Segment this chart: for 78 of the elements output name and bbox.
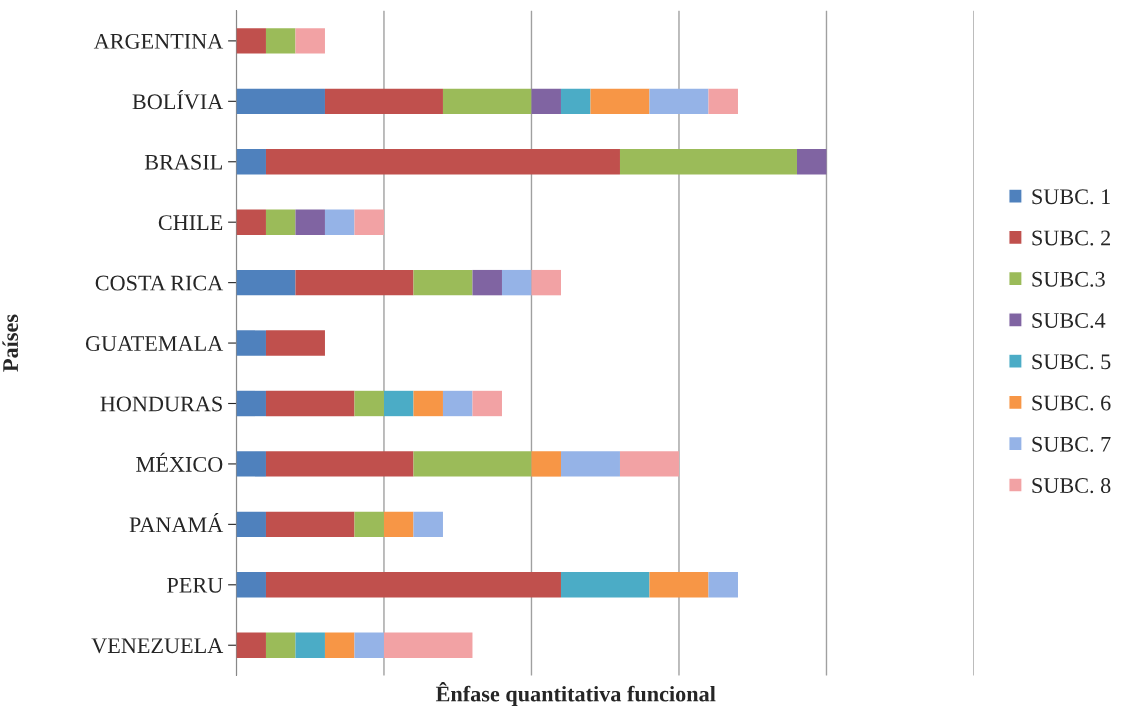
- bar: [265, 511, 355, 538]
- bar: [383, 390, 414, 417]
- bar: [413, 269, 473, 296]
- legend-label: SUBC.3: [1032, 271, 1105, 287]
- bar: [236, 269, 296, 296]
- bar: [796, 149, 827, 175]
- bar: [236, 209, 266, 235]
- bar: [265, 572, 561, 598]
- bar: [649, 88, 709, 115]
- x-axis-title: Ênfase quantitativa funcional: [435, 682, 716, 707]
- bar: [354, 390, 384, 417]
- y-tick-label: COSTA RICA: [95, 275, 224, 291]
- y-tick-label: VENEZUELA: [91, 638, 224, 654]
- bar: [708, 572, 738, 598]
- bar: [236, 330, 266, 356]
- bar: [236, 390, 266, 417]
- bar: [295, 28, 325, 54]
- bar: [560, 451, 620, 477]
- bar: [531, 88, 561, 115]
- bar: [413, 390, 443, 417]
- bar: [236, 28, 266, 54]
- bar: [354, 209, 384, 235]
- y-tick-label: ARGENTINA: [93, 33, 224, 49]
- bar: [265, 149, 620, 175]
- y-tick-label: MÉXICO: [136, 452, 223, 472]
- y-tick-label: BOLÍVIA: [132, 90, 224, 110]
- y-tick-label: PANAMÁ: [129, 513, 224, 533]
- bar: [324, 209, 355, 235]
- legend-label: SUBC. 7: [1032, 436, 1111, 452]
- legend-label: SUBC.4: [1032, 313, 1106, 329]
- bar: [472, 390, 502, 417]
- bar: [354, 632, 384, 658]
- bar: [560, 572, 650, 598]
- bar: [442, 88, 532, 115]
- bar: [413, 511, 443, 538]
- bar: [413, 451, 532, 477]
- bar: [236, 88, 325, 115]
- y-tick-label: CHILE: [158, 215, 223, 231]
- y-axis-title: Países: [2, 314, 19, 372]
- y-tick-label: PERU: [167, 577, 223, 593]
- bar: [619, 149, 797, 175]
- bar: [236, 149, 266, 175]
- y-tick-label: BRASIL: [144, 154, 222, 170]
- legend-label: SUBC. 6: [1032, 395, 1111, 411]
- bar: [354, 511, 384, 538]
- bar: [265, 209, 296, 235]
- bar: [295, 209, 325, 235]
- bar: [295, 269, 414, 296]
- bar: [265, 28, 296, 54]
- legend-label: SUBC. 2: [1032, 230, 1111, 246]
- bar: [236, 632, 266, 658]
- legend-label: SUBC. 8: [1032, 478, 1111, 494]
- bar: [472, 269, 502, 296]
- bar: [236, 451, 266, 477]
- legend-label: SUBC. 5: [1032, 354, 1111, 370]
- bar: [442, 390, 473, 417]
- bar: [324, 632, 355, 658]
- bar: [531, 451, 561, 477]
- y-tick-label: GUATEMALA: [85, 336, 224, 351]
- bar: [708, 88, 738, 115]
- y-tick-label: HONDURAS: [100, 396, 222, 412]
- bar: [324, 88, 443, 115]
- bar: [236, 511, 266, 538]
- bar: [531, 269, 561, 296]
- bar: [265, 451, 414, 477]
- bar: [501, 269, 532, 296]
- bar: [649, 572, 709, 598]
- bar: [265, 330, 325, 356]
- legend-label: SUBC. 1: [1032, 189, 1110, 205]
- bar: [619, 451, 679, 477]
- bar: [560, 88, 591, 115]
- bar: [265, 390, 355, 417]
- bar: [383, 632, 473, 658]
- bar: [236, 572, 266, 598]
- bar: [383, 511, 414, 538]
- bar: [590, 88, 650, 115]
- bar: [295, 632, 325, 658]
- bar: [265, 632, 296, 658]
